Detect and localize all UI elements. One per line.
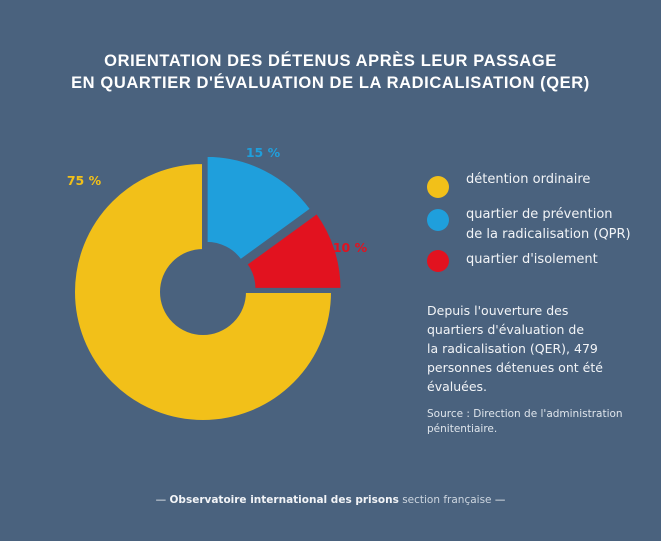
legend-label-line: quartier d'isolement bbox=[466, 252, 598, 267]
legend-label-detention-ordinaire: détention ordinaire bbox=[466, 170, 590, 190]
donut-slice-qpr bbox=[205, 154, 313, 262]
chart-title-line-2: en quartier d'évaluation de la radicalis… bbox=[71, 74, 590, 92]
legend-label-isolement: quartier d'isolement bbox=[466, 250, 598, 270]
legend-label-line: quartier de prévention bbox=[466, 207, 613, 222]
source-line: pénitentiaire. bbox=[427, 423, 498, 435]
legend-swatch-yellow bbox=[427, 176, 449, 198]
footer-credit: — Observatoire international des prisons… bbox=[0, 494, 661, 506]
note-line: la radicalisation (QER), 479 bbox=[427, 341, 598, 356]
footer-section: section française bbox=[402, 494, 492, 506]
chart-title-line-1: Orientation des détenus après leur passa… bbox=[104, 52, 557, 70]
data-label-1: 75 % bbox=[67, 173, 102, 188]
legend-label-line: détention ordinaire bbox=[466, 172, 591, 187]
legend-swatch-blue bbox=[427, 209, 449, 231]
source-note: Source : Direction de l'administration p… bbox=[427, 407, 647, 437]
note-line: évaluées. bbox=[427, 379, 488, 394]
legend-label-qpr: quartier de prévention de la radicalisat… bbox=[466, 205, 631, 245]
note-line: quartiers d'évaluation de bbox=[427, 322, 585, 337]
footer-organization: Observatoire international des prisons bbox=[169, 494, 399, 506]
donut-slice-detention-ordinaire bbox=[73, 161, 334, 422]
note-line: Depuis l'ouverture des bbox=[427, 303, 569, 318]
source-line: Source : Direction de l'administration bbox=[427, 408, 623, 420]
data-label-3: 10 % bbox=[333, 240, 368, 255]
legend-swatch-red bbox=[427, 250, 449, 272]
data-label-2: 15 % bbox=[246, 145, 281, 160]
note-line: personnes détenues ont été bbox=[427, 360, 603, 375]
donut-slice-isolement bbox=[245, 211, 343, 290]
legend-label-line: de la radicalisation (QPR) bbox=[466, 227, 631, 242]
chart-title: Orientation des détenus après leur passa… bbox=[0, 50, 661, 94]
info-note: Depuis l'ouverture des quartiers d'évalu… bbox=[427, 301, 637, 396]
footer-dash-left: — bbox=[155, 494, 167, 506]
footer-dash-right: — bbox=[494, 494, 506, 506]
